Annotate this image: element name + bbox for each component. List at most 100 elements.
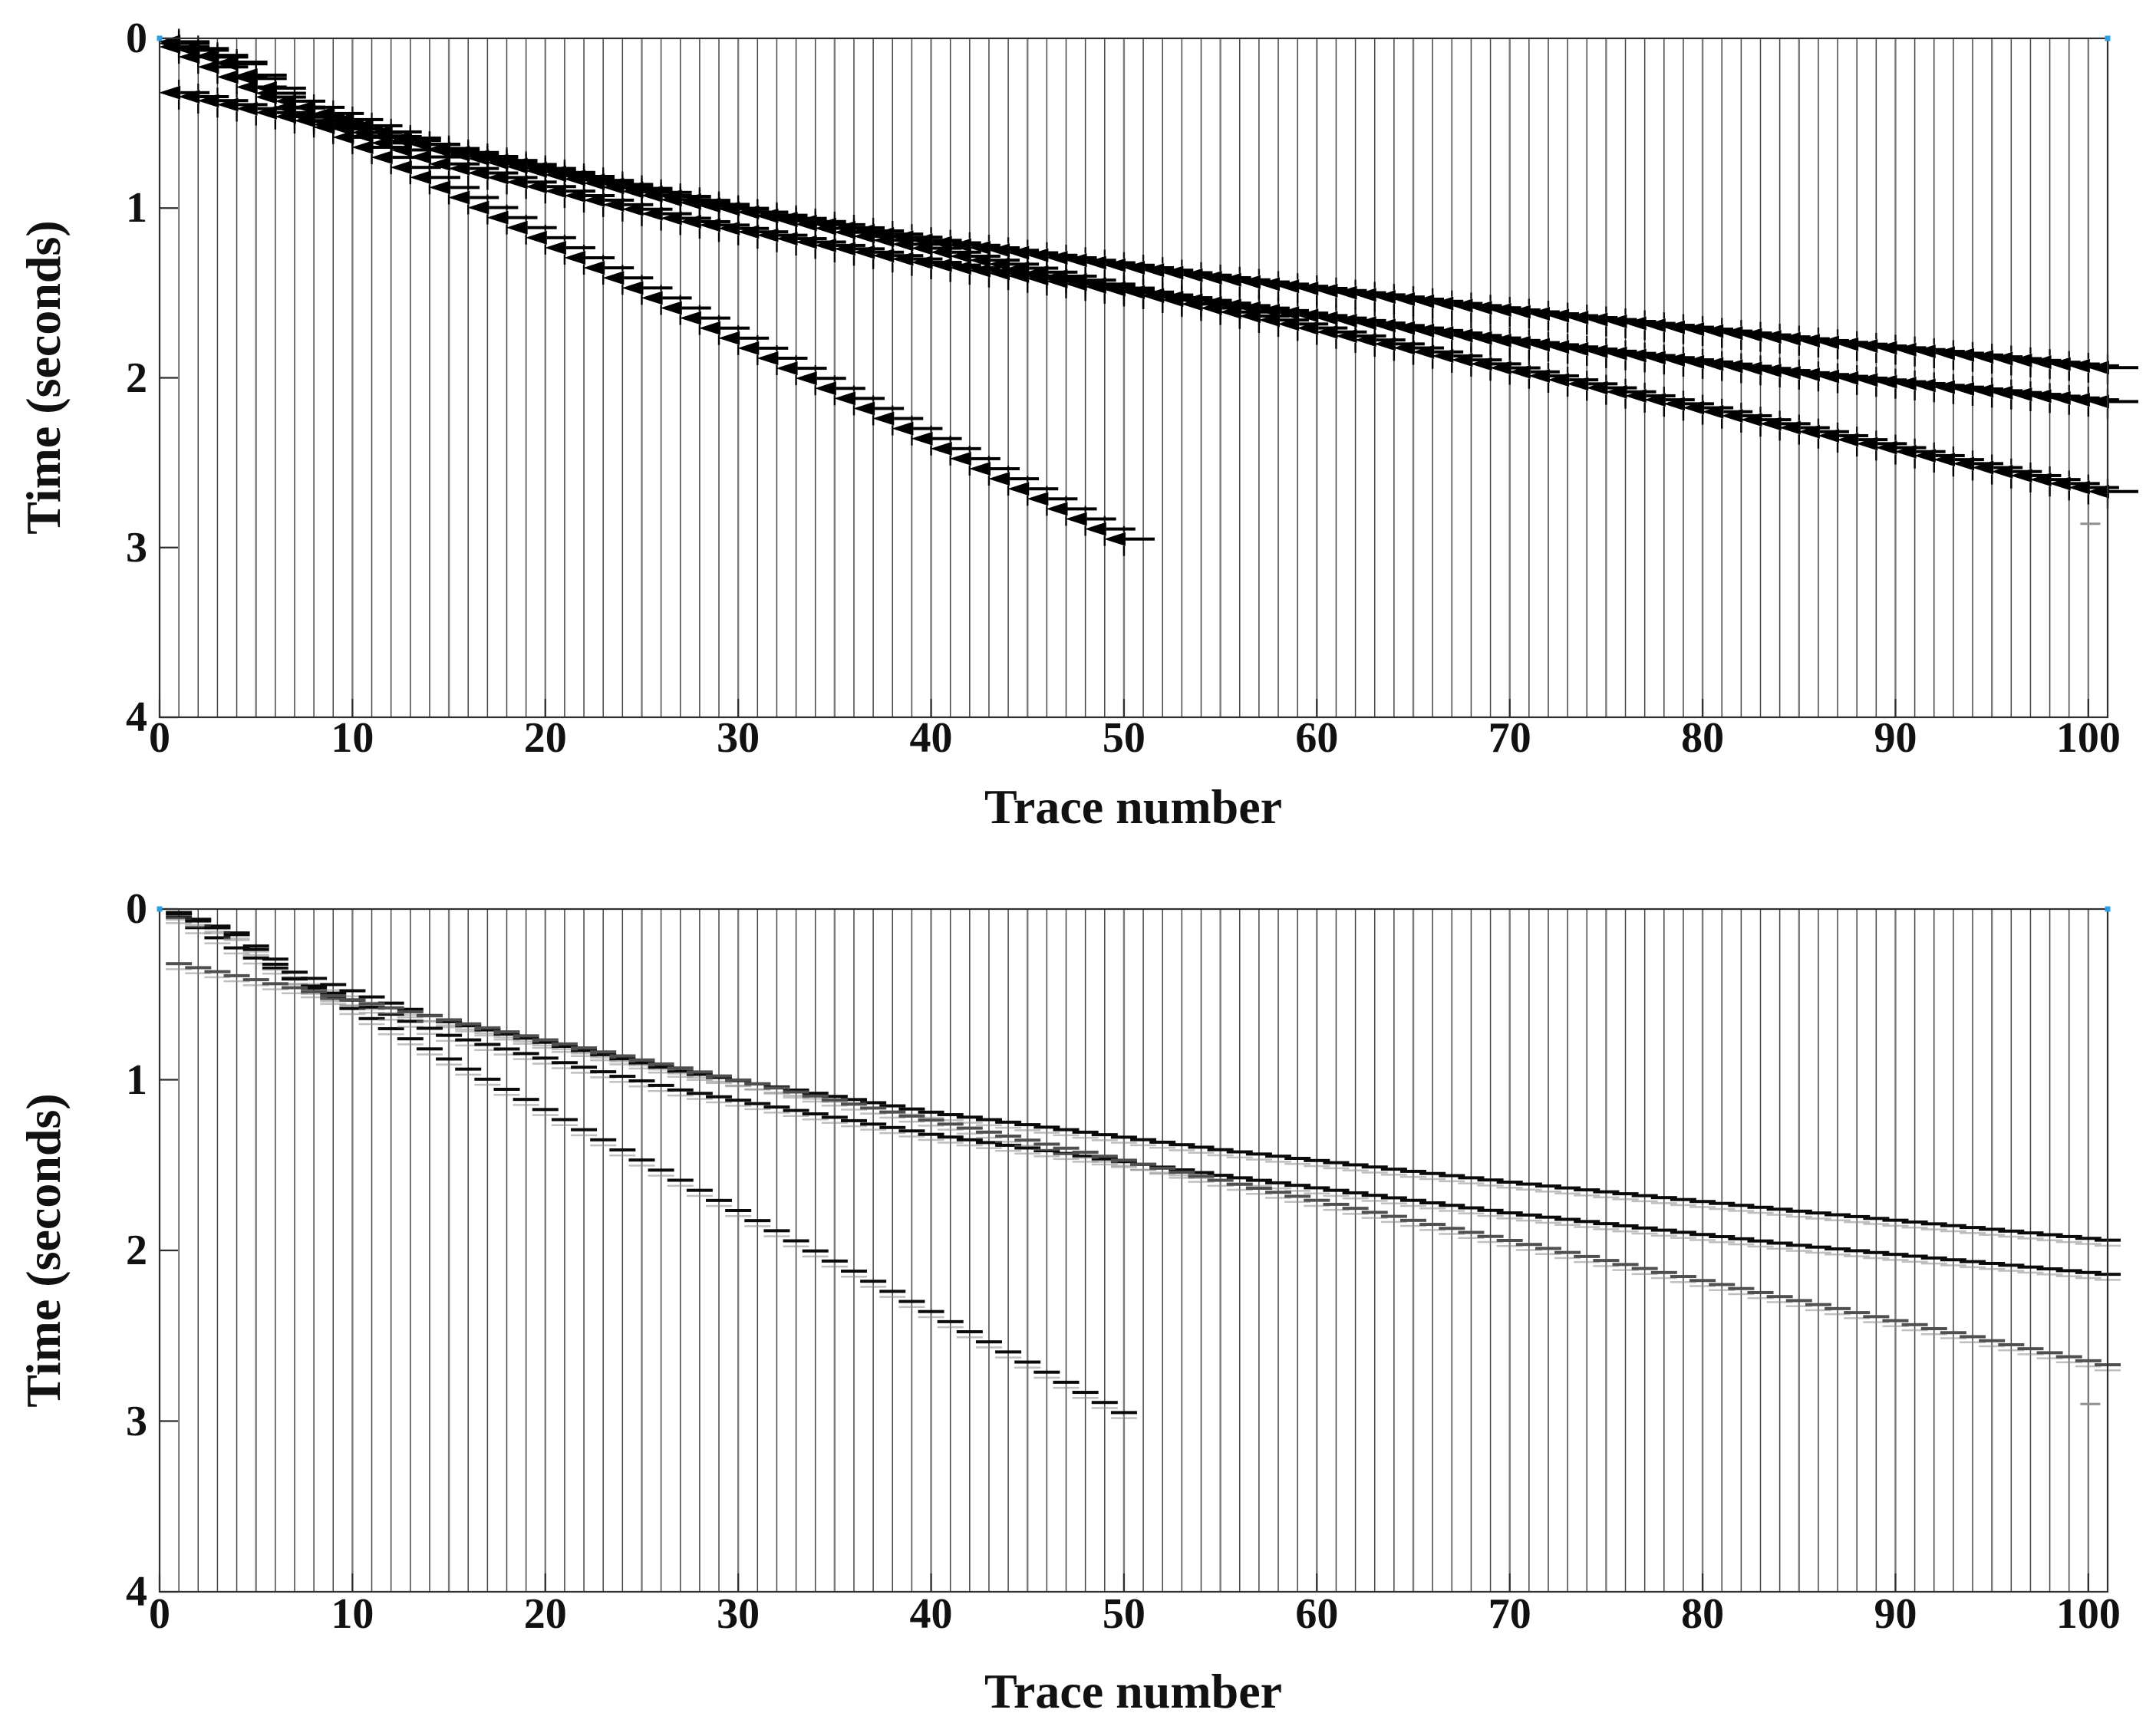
step-bar: [1689, 1233, 1716, 1237]
step-bar-echo: [262, 988, 288, 990]
wiggle-sidelobe-above: [177, 30, 180, 37]
wiggle-sidelobe-below: [428, 184, 431, 195]
wiggle-arrowhead: [641, 206, 663, 221]
step-bar-echo: [1419, 1178, 1446, 1181]
wiggle-sidelobe-above: [833, 375, 836, 382]
step-bar: [1535, 1247, 1561, 1250]
step-bar-echo: [648, 1174, 674, 1177]
step-bar: [975, 1118, 1002, 1122]
wiggle-arrowhead: [1624, 348, 1647, 363]
step-bar-echo: [1844, 1220, 1871, 1224]
isolated-tick-mark: [2080, 1402, 2101, 1405]
wiggle-arrowhead: [486, 153, 509, 168]
wiggle-sidelobe-below: [1007, 486, 1010, 496]
step-bar: [628, 1058, 655, 1062]
wiggle-arrowhead: [1489, 361, 1511, 375]
step-bar: [301, 984, 328, 988]
wiggle-arrowhead: [1084, 277, 1106, 292]
wiggle-sidelobe-below: [1316, 334, 1318, 345]
wiggle-arrowhead: [1953, 348, 1975, 362]
step-bar: [744, 1219, 771, 1223]
step-bar-echo: [1361, 1217, 1388, 1219]
wiggle-sidelobe-above: [1990, 344, 1993, 351]
step-bar: [1766, 1241, 1793, 1245]
wiggle-sidelobe-below: [1740, 340, 1742, 351]
wiggle-sidelobe-below: [1586, 324, 1588, 335]
step-bar-echo: [1689, 1239, 1716, 1241]
step-bar: [397, 1007, 424, 1011]
wiggle-sidelobe-below: [197, 57, 199, 68]
wiggle-sidelobe-above: [679, 295, 681, 301]
step-bar-echo: [590, 1059, 617, 1062]
step-bar: [1033, 1370, 1060, 1374]
wiggle-sidelobe-above: [949, 239, 951, 245]
step-bar-echo: [1496, 1244, 1523, 1247]
wiggle-sidelobe-below: [1605, 357, 1607, 368]
step-bar: [744, 1102, 771, 1105]
step-bar-echo: [918, 1316, 944, 1319]
step-bar-echo: [532, 1114, 559, 1116]
wiggle-tail: [199, 48, 229, 52]
wiggle-arrowhead: [1740, 361, 1762, 376]
step-bar: [937, 1122, 964, 1126]
wiggle-sidelobe-below: [1914, 390, 1916, 400]
wiggle-sidelobe-below: [1817, 438, 1820, 449]
step-bar: [1439, 1204, 1465, 1207]
wiggle-sidelobe-below: [852, 405, 855, 416]
wiggle-arrowhead: [1818, 369, 1840, 384]
wiggle-arrowhead: [525, 180, 547, 194]
step-bar: [590, 1052, 617, 1056]
step-bar: [185, 919, 212, 923]
step-bar: [571, 1066, 598, 1069]
wiggle-arrowhead: [544, 184, 566, 199]
wiggle-tail: [392, 156, 422, 160]
step-bar-echo: [571, 1134, 598, 1137]
step-bar-echo: [879, 1116, 906, 1119]
step-bar: [1053, 1380, 1080, 1384]
step-bar: [1631, 1226, 1658, 1230]
step-bar-echo: [1014, 1145, 1041, 1147]
step-bar-echo: [262, 968, 288, 971]
wiggle-arrowhead: [833, 225, 855, 239]
step-bar: [1361, 1211, 1388, 1214]
wiggle-arrowhead: [853, 229, 875, 243]
step-bar: [975, 1130, 1002, 1134]
wiggle-sidelobe-above: [1393, 284, 1396, 291]
step-bar: [223, 931, 250, 935]
step-bar: [840, 1270, 867, 1273]
wiggle-sidelobe-below: [757, 354, 759, 365]
step-bar-echo: [821, 1122, 848, 1124]
wiggle-sidelobe-above: [1451, 290, 1453, 297]
step-bar-echo: [1149, 1171, 1176, 1174]
step-bar-echo: [1458, 1212, 1485, 1215]
wiggle-sidelobe-below: [1894, 454, 1897, 465]
step-bar: [1825, 1306, 1851, 1310]
step-bar: [358, 1002, 385, 1006]
step-bar-echo: [185, 924, 212, 926]
wiggle-sidelobe-below: [1701, 336, 1704, 347]
step-bar-echo: [1805, 1217, 1831, 1220]
wiggle-arrowhead: [1643, 393, 1666, 407]
step-bar: [493, 1032, 520, 1036]
step-bar: [262, 957, 288, 961]
wiggle-arrowhead: [525, 230, 547, 245]
step-bar-echo: [918, 1116, 944, 1119]
wiggle-arrowhead: [872, 233, 895, 248]
step-bar: [898, 1129, 925, 1133]
step-bar: [571, 1046, 598, 1050]
wiggle-sidelobe-below: [1027, 282, 1029, 293]
wiggle-arrowhead: [1991, 385, 2013, 400]
wiggle-sidelobe-above: [1354, 307, 1356, 314]
wiggle-sidelobe-below: [409, 156, 412, 167]
step-bar: [242, 947, 269, 951]
wiggle-sidelobe-below: [1798, 345, 1800, 356]
wiggle-sidelobe-above: [1162, 257, 1164, 264]
wiggle-sidelobe-above: [1817, 361, 1820, 368]
step-bar-echo: [204, 931, 231, 933]
wiggle-arrowhead: [390, 133, 412, 148]
wiggle-arrowhead: [390, 143, 412, 157]
wiggle-sidelobe-above: [312, 101, 315, 108]
wiggle-sidelobe-above: [1219, 264, 1221, 271]
wiggle-sidelobe-below: [1103, 291, 1106, 301]
wiggle-arrowhead: [1586, 344, 1608, 358]
